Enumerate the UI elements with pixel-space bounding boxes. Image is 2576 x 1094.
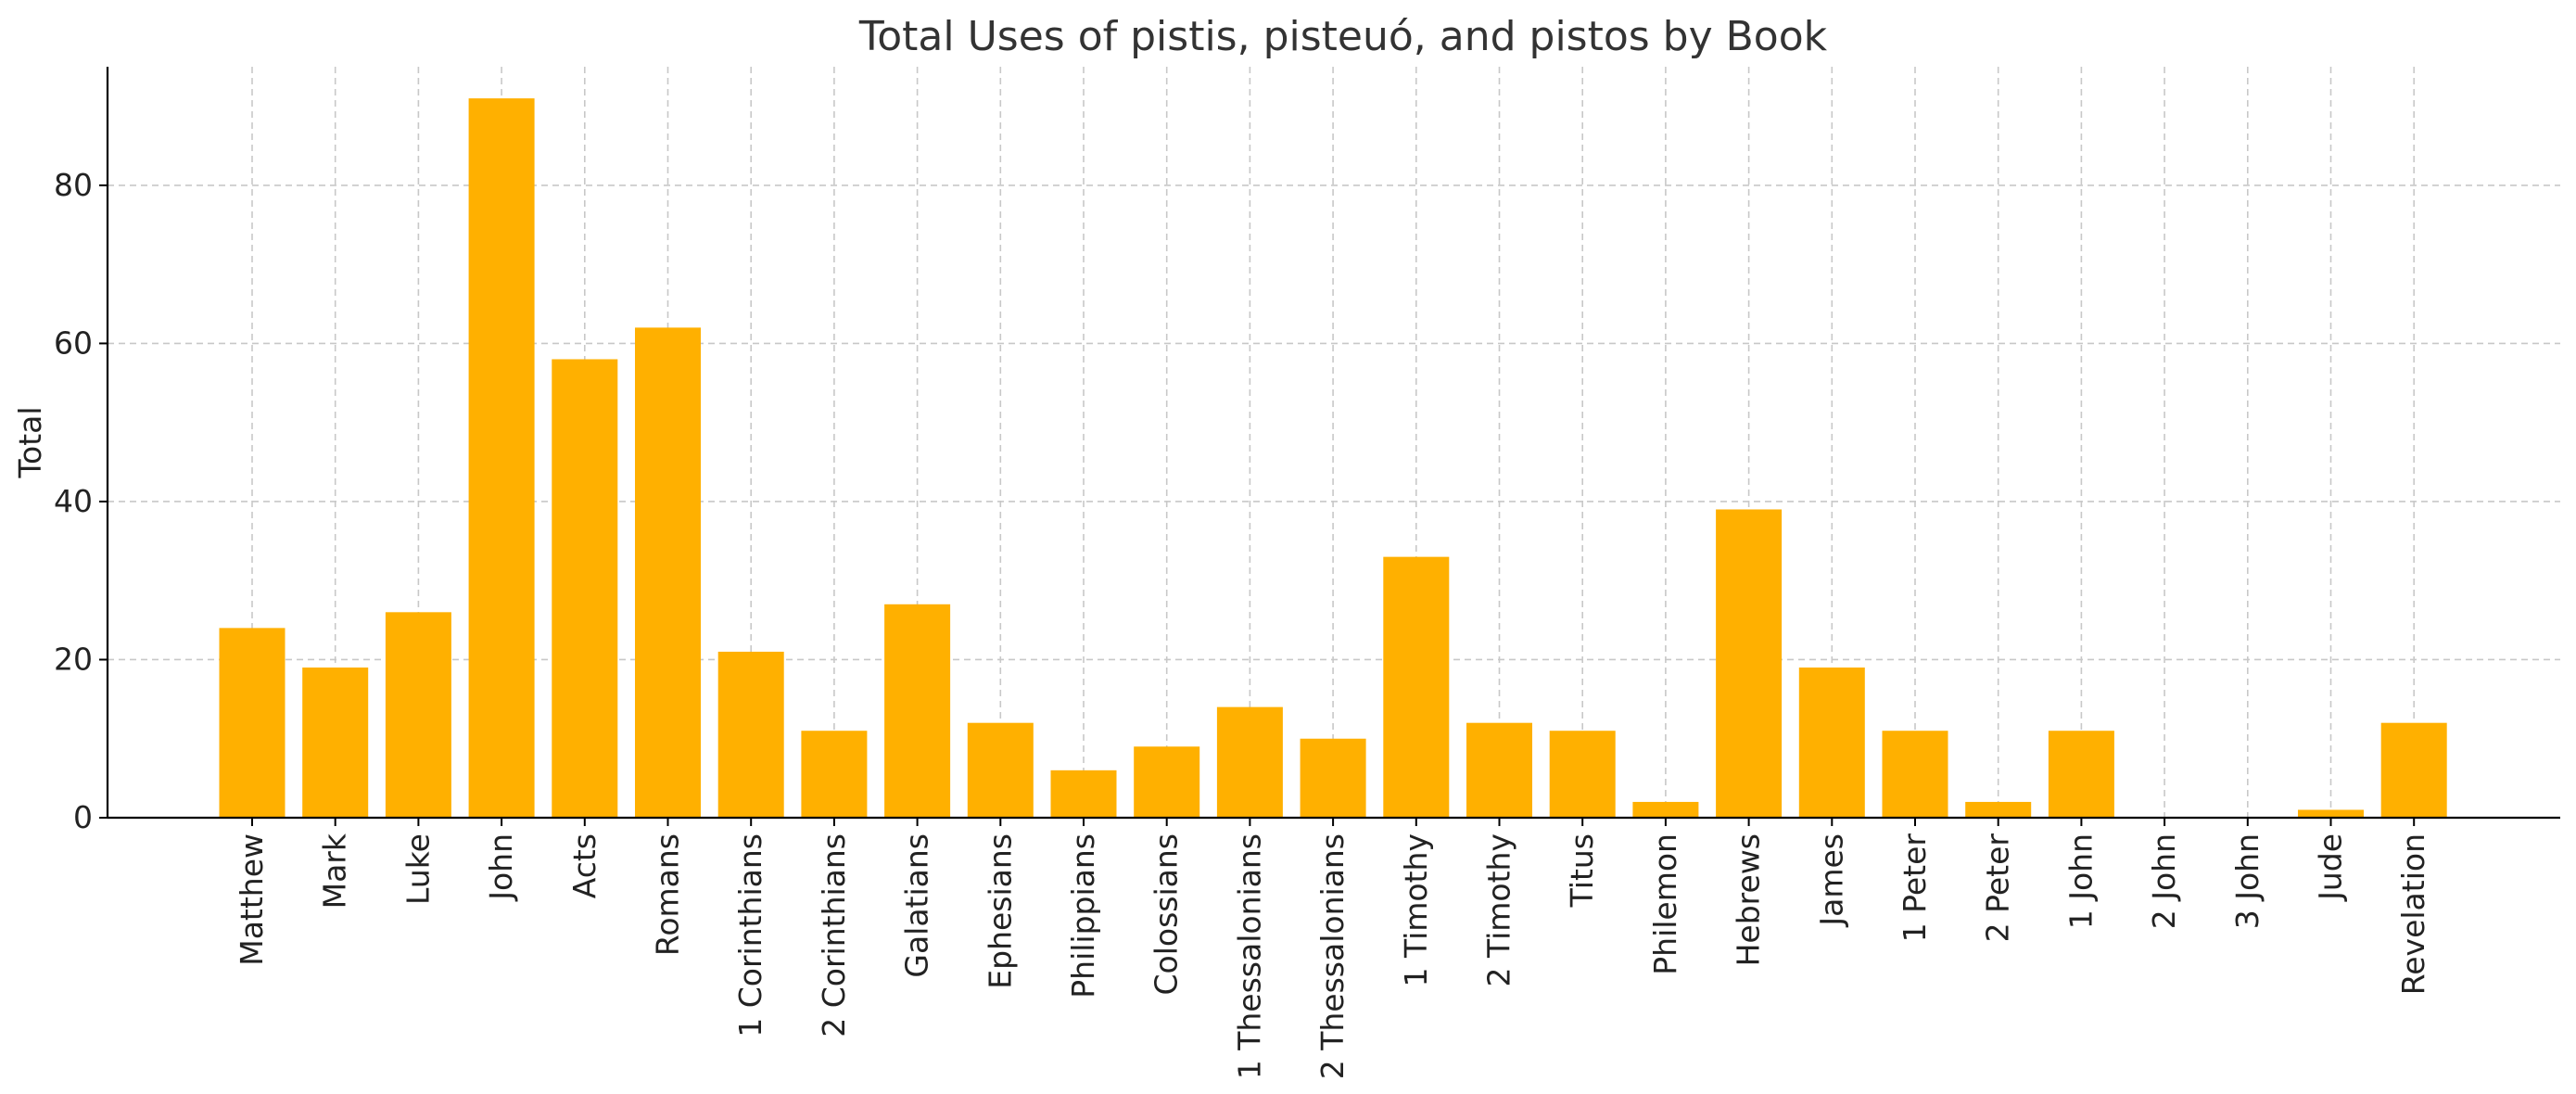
bar-hebrews — [1716, 509, 1783, 818]
y-tick-label: 0 — [73, 799, 93, 835]
bar-1-corinthians — [717, 651, 784, 818]
bar-2-thessalonians — [1300, 738, 1366, 818]
bar-revelation — [2380, 722, 2447, 818]
x-tick-label: Colossians — [1148, 833, 1185, 995]
bar-john — [468, 98, 535, 818]
bar-romans — [635, 327, 701, 818]
x-tick-label: 1 Corinthians — [732, 833, 768, 1037]
y-axis-label: Total — [12, 406, 48, 478]
bar-galatians — [884, 604, 951, 818]
x-tick-label: Jude — [2313, 833, 2349, 902]
bar-1-peter — [1882, 731, 1948, 818]
x-tick-label: Titus — [1564, 833, 1600, 908]
x-tick-label: 2 Peter — [1980, 833, 2016, 943]
bar-jude — [2298, 809, 2364, 818]
bar-ephesians — [967, 722, 1034, 818]
x-tick-label: Acts — [566, 833, 603, 898]
bar-2-corinthians — [801, 731, 868, 818]
x-tick-label: Romans — [650, 833, 686, 956]
x-tick-label: 3 John — [2229, 833, 2265, 929]
bar-philemon — [1632, 801, 1699, 818]
bars — [219, 98, 2447, 818]
x-tick-label: 1 John — [2062, 833, 2099, 929]
bar-james — [1798, 668, 1865, 818]
x-tick-label: Hebrews — [1731, 833, 1767, 966]
bar-luke — [385, 612, 451, 818]
x-tick-label: James — [1813, 833, 1849, 928]
y-tick-label: 40 — [54, 483, 93, 519]
x-tick-label: John — [483, 833, 519, 902]
y-tick-labels: 0 20 40 60 80 — [54, 167, 93, 835]
x-tick-label: Galatians — [899, 833, 935, 978]
x-tick-labels: Matthew Mark Luke John Acts Romans 1 Corinthia… — [234, 833, 2431, 1079]
bar-philippians — [1050, 770, 1117, 818]
x-tick-label: Mark — [317, 833, 353, 909]
bar-2-peter — [1965, 801, 2032, 818]
bar-mark — [302, 668, 369, 818]
y-tick-label: 80 — [54, 167, 93, 203]
bar-matthew — [219, 628, 286, 818]
x-tick-label: 2 Thessalonians — [1314, 833, 1351, 1079]
x-tick-label: 2 John — [2146, 833, 2182, 929]
x-tick-label: Philemon — [1647, 833, 1683, 975]
chart-title: Total Uses of pistis, pisteuó, and pisto… — [858, 13, 1828, 60]
bar-1-thessalonians — [1216, 706, 1283, 818]
x-tick-label: Matthew — [234, 833, 270, 966]
bar-1-timothy — [1383, 556, 1450, 818]
y-tick-label: 60 — [54, 324, 93, 361]
x-tick-label: 1 Peter — [1897, 833, 1933, 943]
bar-1-john — [2048, 731, 2114, 818]
x-tick-label: 2 Corinthians — [816, 833, 852, 1037]
x-tick-label: Luke — [400, 833, 436, 905]
axes — [99, 67, 2560, 826]
bar-2-timothy — [1466, 722, 1532, 818]
bar-titus — [1549, 731, 1616, 818]
x-tick-label: Ephesians — [982, 833, 1018, 989]
bar-acts — [552, 359, 618, 818]
x-tick-label: 2 Timothy — [1481, 833, 1517, 987]
y-tick-label: 20 — [54, 641, 93, 677]
x-tick-label: 1 Thessalonians — [1231, 833, 1267, 1079]
x-tick-label: Philippians — [1065, 833, 1101, 999]
bar-colossians — [1134, 746, 1200, 818]
x-tick-label: 1 Timothy — [1398, 833, 1434, 987]
x-tick-label: Revelation — [2395, 833, 2431, 995]
